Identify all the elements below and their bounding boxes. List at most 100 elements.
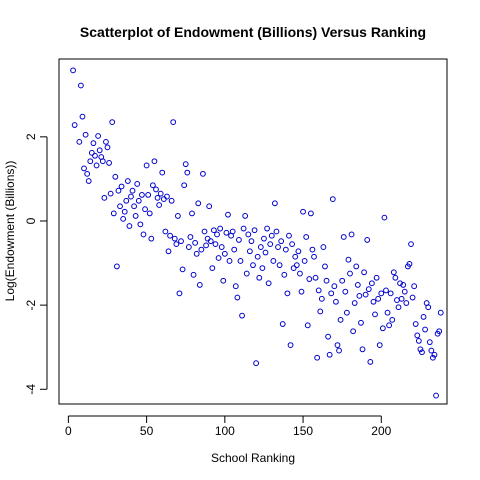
data-point (406, 260, 413, 267)
data-point (132, 213, 139, 219)
data-point (425, 304, 432, 311)
x-tick-label: 200 (371, 424, 391, 438)
data-point (400, 282, 407, 288)
data-point (256, 274, 263, 281)
data-point (104, 144, 111, 151)
data-point (414, 332, 421, 339)
data-point (437, 309, 444, 316)
data-point (268, 232, 275, 239)
data-point (390, 269, 397, 276)
y-axis: -4 -2 0 2 (24, 133, 48, 395)
data-point (106, 160, 112, 166)
data-point (365, 286, 372, 293)
data-point (281, 271, 288, 278)
data-point (276, 262, 283, 269)
data-point (272, 200, 278, 207)
data-point (436, 328, 443, 335)
data-point (103, 138, 109, 145)
data-point (185, 244, 192, 250)
data-point (221, 250, 228, 257)
data-point (218, 244, 225, 250)
data-point (140, 231, 147, 238)
data-point (386, 322, 393, 329)
data-point (145, 191, 152, 198)
x-tick-label: 0 (65, 424, 72, 438)
data-point (351, 300, 358, 306)
data-points (70, 67, 444, 399)
data-point (261, 235, 267, 242)
y-tick-label: -2 (24, 299, 38, 310)
data-point (304, 322, 311, 329)
data-point (375, 295, 382, 302)
data-point (397, 280, 403, 287)
data-point (170, 119, 177, 126)
data-point (179, 266, 186, 273)
data-point (398, 295, 405, 302)
data-point (273, 228, 280, 235)
data-point (90, 140, 97, 147)
data-point (165, 248, 172, 255)
x-axis: 0 50 100 150 200 (65, 415, 392, 438)
data-point (409, 294, 416, 301)
data-point (298, 288, 305, 295)
data-point (318, 295, 325, 302)
data-point (70, 67, 76, 74)
data-point (148, 235, 155, 242)
data-point (159, 169, 166, 176)
data-point (415, 337, 422, 344)
data-point (137, 221, 144, 228)
data-point (129, 187, 136, 194)
y-tick-label: 0 (24, 217, 38, 224)
data-point (93, 162, 100, 169)
data-point (173, 241, 180, 248)
data-point (215, 255, 222, 261)
data-point (279, 321, 286, 327)
data-point (210, 227, 217, 234)
data-point (181, 182, 188, 189)
data-point (195, 200, 202, 207)
data-point (88, 149, 95, 156)
data-point (189, 210, 195, 217)
data-point (306, 276, 313, 282)
data-point (151, 158, 158, 165)
data-point (275, 244, 281, 250)
data-point (87, 158, 94, 165)
data-point (342, 288, 349, 295)
data-point (193, 250, 200, 257)
data-point (71, 122, 78, 128)
data-point (121, 208, 128, 215)
data-point (378, 290, 385, 297)
x-tick-label: 100 (215, 424, 235, 438)
data-point (323, 277, 330, 284)
data-point (320, 244, 327, 250)
data-point (217, 225, 224, 232)
data-point (229, 228, 236, 235)
data-point (209, 265, 216, 272)
data-point (112, 173, 119, 180)
data-point (128, 193, 134, 200)
data-point (347, 270, 353, 277)
data-point (134, 181, 141, 187)
data-point (81, 165, 87, 172)
data-point (139, 191, 145, 198)
data-point (118, 183, 125, 190)
data-point (182, 161, 189, 168)
data-point (257, 244, 264, 250)
data-point (232, 283, 239, 290)
data-point (200, 170, 206, 177)
data-point (101, 194, 108, 201)
data-point (284, 290, 291, 297)
data-point (369, 280, 375, 287)
data-point (207, 238, 214, 245)
x-tick-label: 150 (293, 424, 313, 438)
data-point (231, 246, 238, 253)
data-point (164, 193, 170, 200)
data-point (312, 274, 319, 281)
data-point (307, 210, 314, 217)
data-point (336, 347, 342, 354)
data-point (187, 234, 194, 240)
data-point (364, 237, 371, 243)
data-point (420, 314, 427, 320)
data-point (367, 359, 374, 365)
data-point (267, 241, 274, 248)
